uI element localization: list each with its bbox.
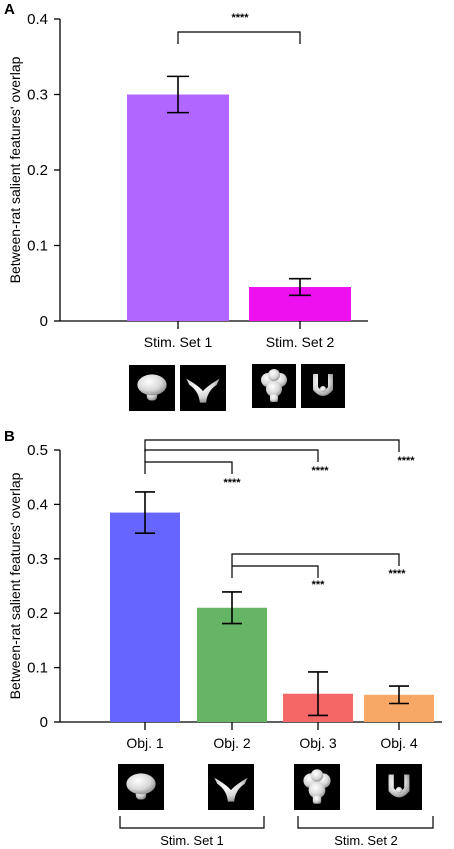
x-tick-label: Obj. 3 (299, 735, 337, 751)
y-tick-label: 0.2 (27, 162, 48, 179)
y-tick-label: 0 (40, 714, 48, 731)
thumbnail-a-obj2-body (186, 378, 220, 403)
significance-label: **** (397, 455, 415, 467)
significance-label: *** (312, 579, 326, 591)
y-tick-label: 0.5 (27, 442, 48, 459)
thumbnail-b-obj4 (376, 764, 422, 810)
y-tick-label: 0.3 (27, 551, 48, 568)
thumbnail-b-obj2-body (214, 777, 248, 802)
group-bracket (297, 816, 434, 829)
thumbnail-a-obj3-blob-top (268, 369, 280, 381)
bar (197, 607, 267, 722)
y-tick-label: 0 (40, 313, 48, 330)
thumbnail-b-obj1 (118, 764, 164, 810)
significance-bracket (144, 461, 233, 474)
y-axis-label: Between-rat salient features' overlap (7, 472, 23, 699)
thumbnail-b-obj2-bg (208, 764, 254, 810)
significance-label: **** (231, 12, 249, 24)
x-tick-label: Obj. 2 (213, 735, 251, 751)
thumbnail-b-obj3-blob-bottom (308, 781, 326, 799)
thumbnail-b-obj3-base (312, 795, 322, 804)
y-tick-label: 0.4 (27, 496, 48, 513)
y-axis-label: Between-rat salient features' overlap (7, 56, 23, 283)
thumbnail-a-obj3 (252, 364, 296, 408)
thumbnail-a-obj3-base (270, 394, 278, 402)
thumbnail-a-obj2 (180, 365, 226, 411)
thumbnail-a-obj4-body (313, 374, 333, 396)
thumbnail-a-obj1 (129, 365, 175, 411)
significance-label: **** (388, 568, 406, 580)
x-tick-label: Obj. 4 (380, 735, 418, 751)
thumbnail-b-obj2 (208, 764, 254, 810)
significance-bracket (231, 565, 319, 578)
x-tick-label: Obj. 1 (126, 735, 164, 751)
group-label: Stim. Set 1 (160, 833, 224, 848)
significance-label: **** (311, 465, 329, 477)
bar (110, 512, 180, 722)
x-tick-label: Stim. Set 2 (266, 334, 335, 350)
panel-a-letter: A (4, 1, 15, 18)
significance-label: **** (223, 477, 241, 489)
group-bracket (119, 816, 265, 829)
y-tick-label: 0.1 (27, 238, 48, 255)
significance-bracket (144, 439, 400, 452)
panel-b-letter: B (4, 428, 15, 445)
thumbnail-b-obj1-cap (126, 773, 156, 795)
thumbnail-a-obj2-bg (180, 365, 226, 411)
y-tick-label: 0.4 (27, 11, 48, 28)
thumbnail-b-obj4-body (388, 774, 410, 798)
panel-a-chart: 0 0.1 0.2 0.3 0.4 Between-rat salient feature… (7, 11, 368, 411)
thumbnail-b-obj3-blob-top (310, 769, 324, 782)
bar (127, 94, 229, 321)
thumbnail-b-obj4-knob (395, 787, 403, 794)
thumbnail-a-obj1-cap (137, 374, 167, 396)
y-tick-label: 0.1 (27, 660, 48, 677)
thumbnail-a-obj4-knob (320, 386, 326, 392)
significance-bracket (231, 553, 400, 566)
y-tick-label: 0.2 (27, 605, 48, 622)
x-tick-label: Stim. Set 1 (144, 334, 213, 350)
y-tick-label: 0.3 (27, 87, 48, 104)
thumbnail-a-obj3-blob-bottom (266, 381, 282, 397)
significance-bracket (177, 31, 301, 44)
group-label: Stim. Set 2 (334, 833, 398, 848)
significance-bracket (144, 449, 319, 462)
thumbnail-b-obj3 (294, 764, 340, 810)
thumbnail-a-obj4 (301, 364, 345, 408)
